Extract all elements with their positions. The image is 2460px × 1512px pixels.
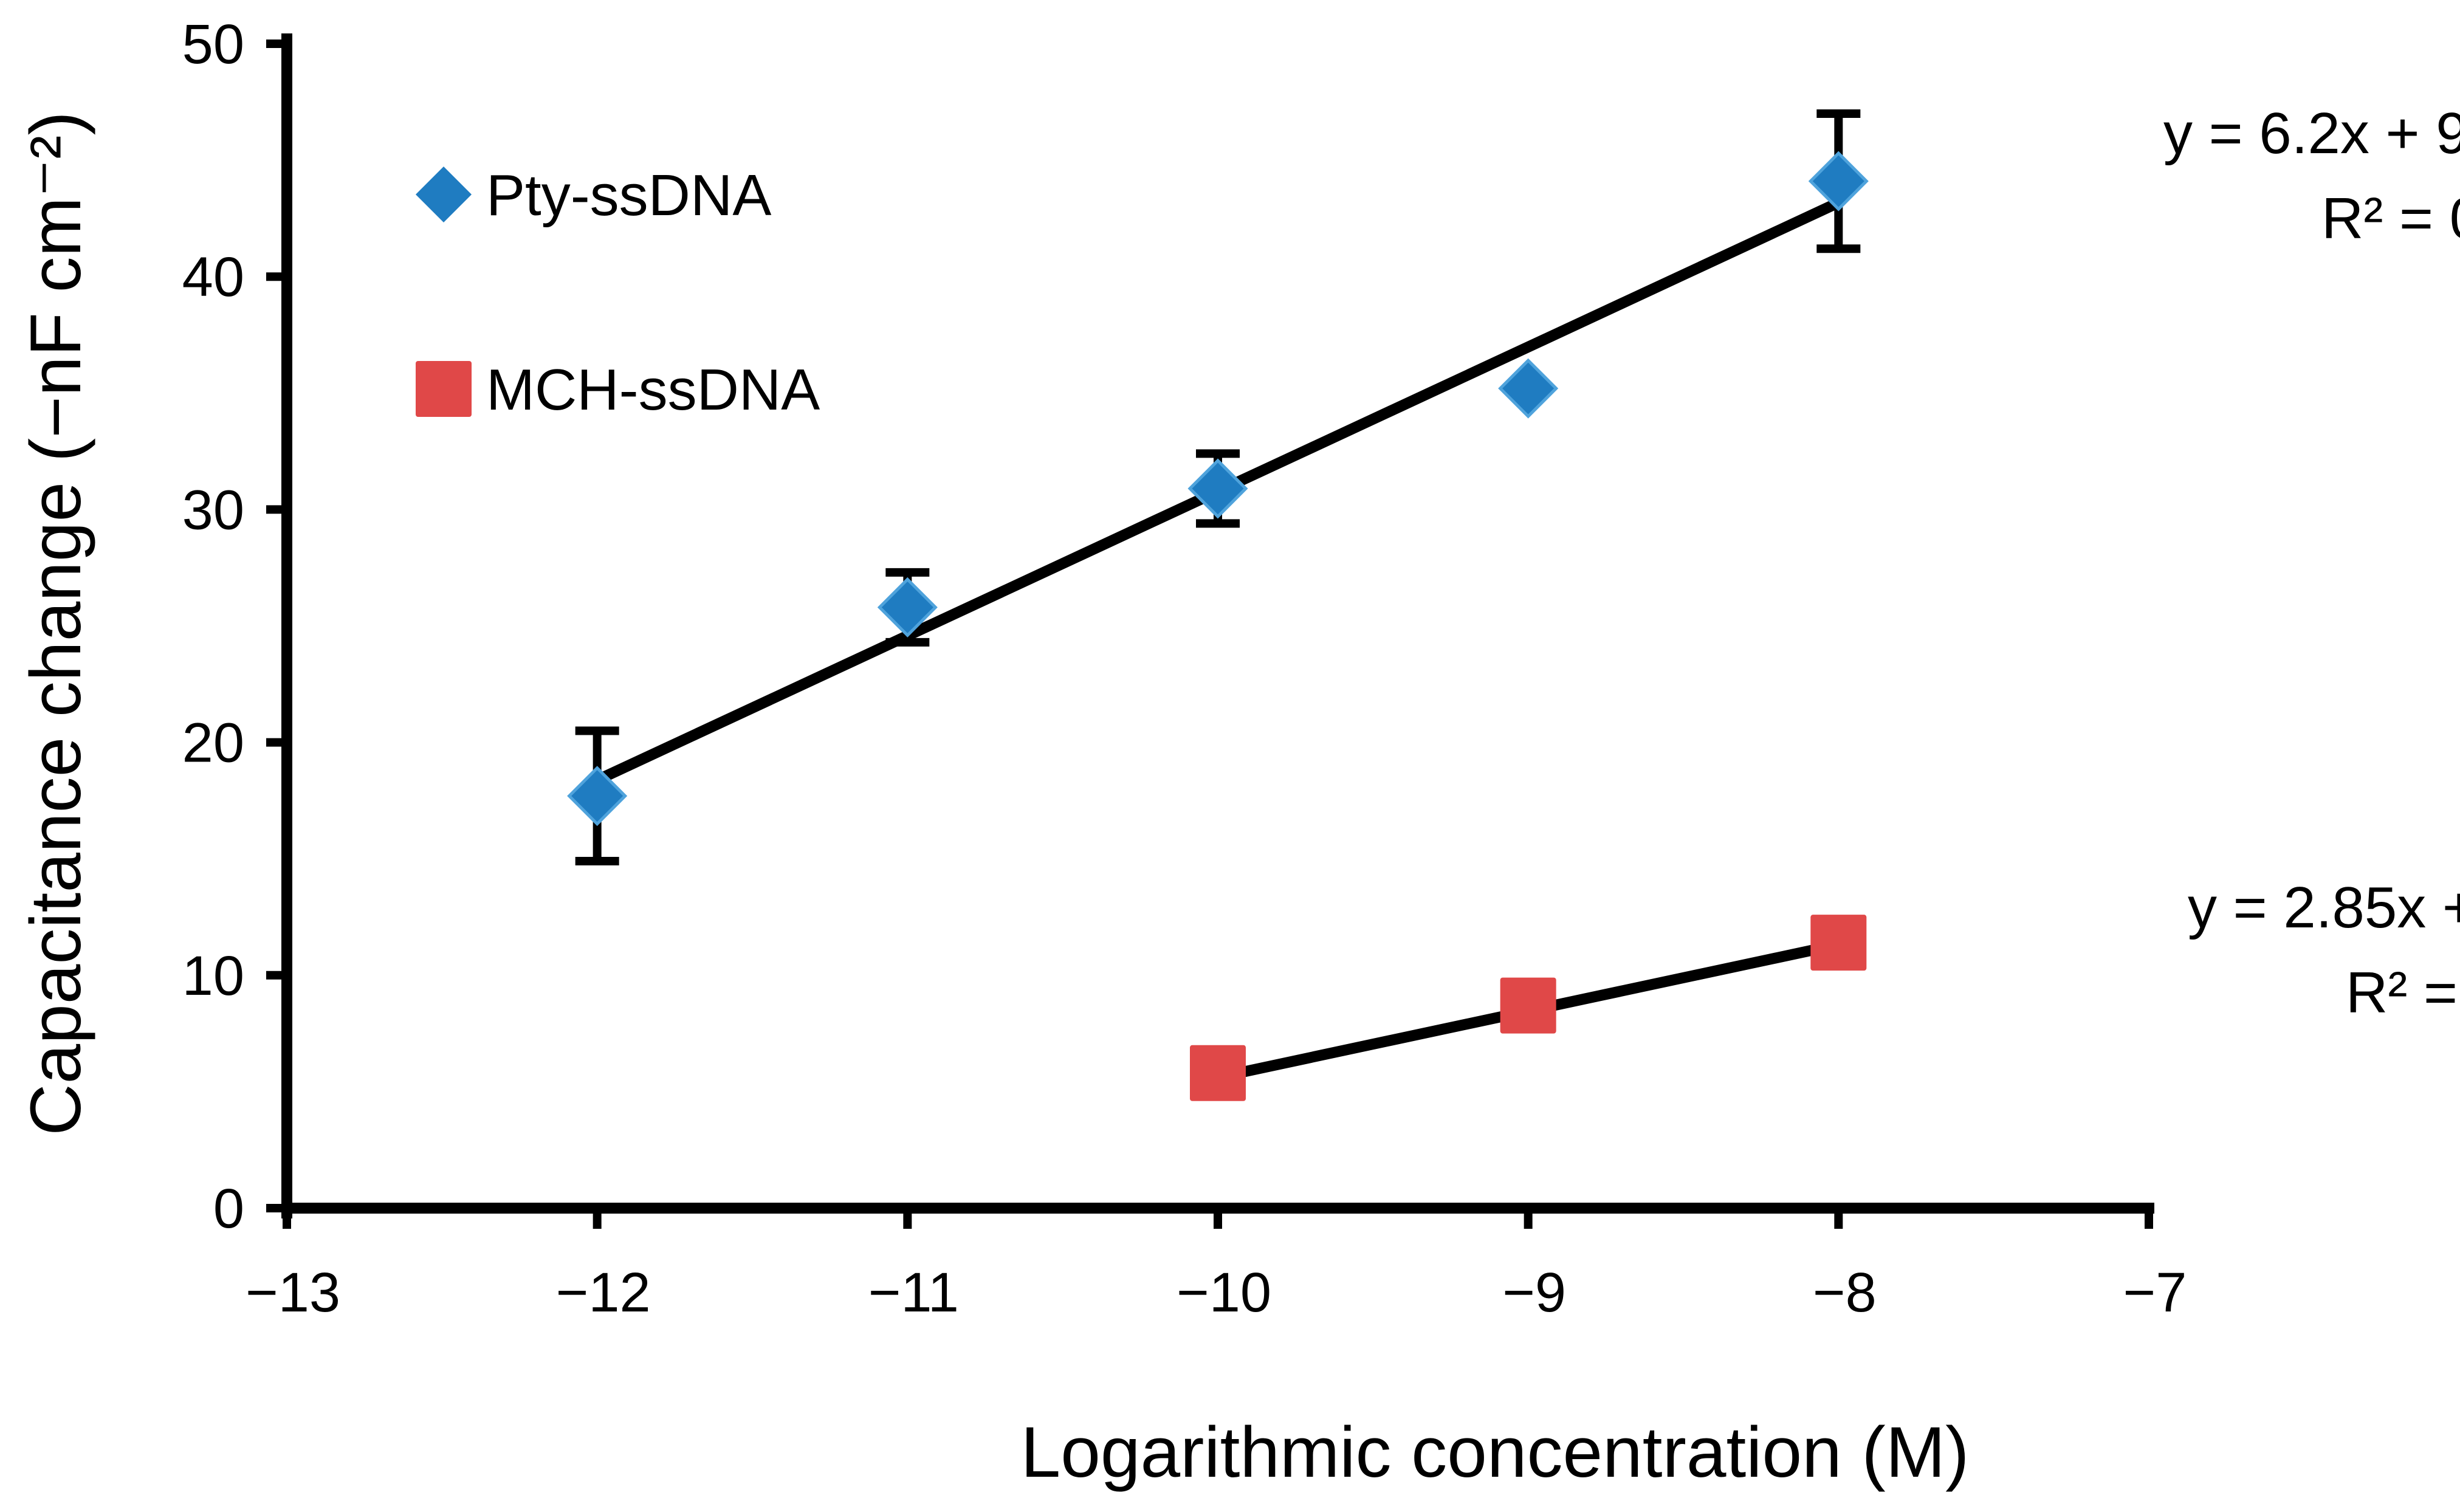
y-tick-label: 10 [182,945,244,1007]
data-point-Pty-ssDNA [877,577,938,637]
trend-r-squared: R² = 0.9999 [2346,960,2460,1025]
y-axis-title: Capacitance change (−nF cm⁻²) [16,111,96,1136]
data-point-MCH-ssDNA [1190,1045,1246,1101]
y-tick-label: 50 [182,13,244,75]
data-point-Pty-ssDNA [1808,151,1869,211]
trend-r-squared: R² = 0.9849 [2321,186,2460,251]
data-point-MCH-ssDNA [1500,977,1556,1034]
y-tick-label: 20 [182,712,244,774]
y-tick-label: 40 [182,246,244,308]
axes: 0 10 20 30 40 50 −13 −12 −11 −10 −9 −8 −7 [182,13,2187,1324]
data-point-Pty-ssDNA [567,766,628,826]
legend: Pty-ssDNA MCH-ssDNA [416,163,820,422]
x-tick-label: −12 [556,1262,651,1324]
data-point-Pty-ssDNA [1498,358,1559,419]
x-tick-label: −8 [1813,1262,1877,1324]
error-bars [575,109,1861,1099]
x-tick-label: −13 [246,1262,340,1324]
trend-annotations: y = 6.2x + 92.78 R² = 0.9849 y = 2.85x + 3… [2163,101,2460,1025]
x-tick-label: −10 [1177,1262,1271,1324]
data-point-Pty-ssDNA [1187,458,1248,519]
data-point-MCH-ssDNA [1810,915,1867,971]
trendlines [591,197,1844,1083]
x-tick-label: −7 [2123,1262,2187,1324]
legend-label-MCH-ssDNA: MCH-ssDNA [486,357,820,422]
legend-marker-MCH-ssDNA [416,361,472,417]
y-tick-label: 30 [182,479,244,541]
trend-equation: y = 6.2x + 92.78 [2163,101,2460,166]
legend-marker-Pty-ssDNA [416,167,472,222]
x-tick-label: −11 [868,1262,959,1324]
trend-equation: y = 2.85x + 34.117 [2188,875,2460,940]
data-markers [567,151,1869,1101]
y-tick-label: 0 [213,1178,244,1240]
legend-label-Pty-ssDNA: Pty-ssDNA [486,163,771,228]
x-tick-label: −9 [1502,1262,1566,1324]
x-axis-title: Logarithmic concentration (M) [1021,1412,1970,1493]
